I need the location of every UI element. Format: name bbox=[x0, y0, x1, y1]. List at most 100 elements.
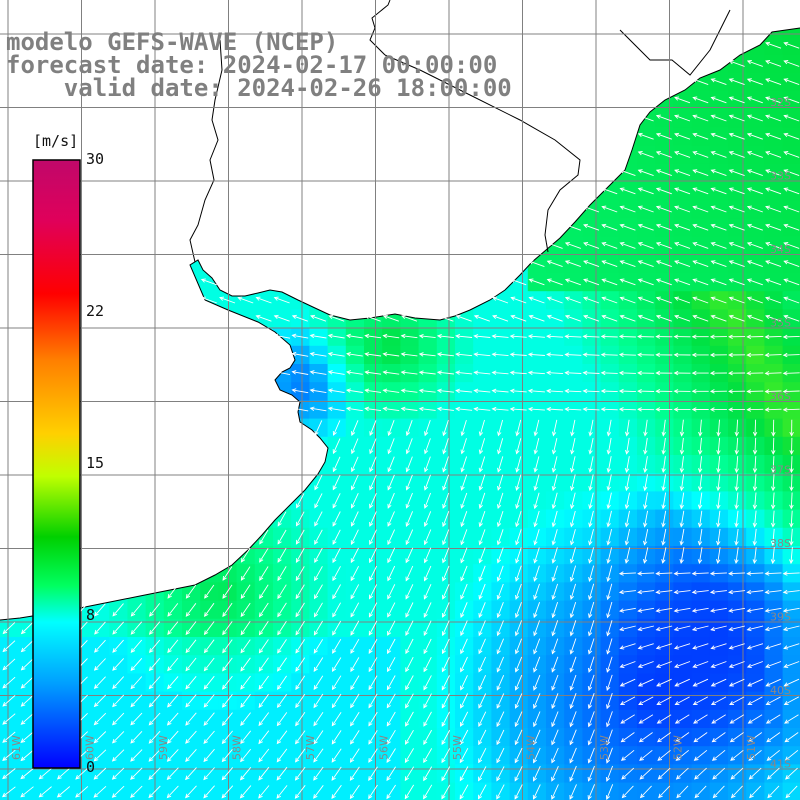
wind-arrow bbox=[699, 492, 703, 509]
wind-arrow bbox=[437, 353, 454, 357]
wind-arrow-head bbox=[673, 352, 679, 358]
wind-arrow bbox=[619, 390, 636, 393]
wind-arrow bbox=[365, 353, 382, 357]
wind-arrow-head bbox=[424, 431, 429, 437]
wind-arrow-head bbox=[637, 370, 642, 376]
wind-arrow bbox=[460, 583, 468, 600]
wind-arrow bbox=[619, 372, 636, 374]
wind-arrow bbox=[767, 749, 780, 761]
wind-arrow-head bbox=[734, 540, 739, 546]
wind-arrow bbox=[729, 187, 745, 195]
wind-arrow-head bbox=[728, 663, 734, 669]
wind-arrow-head bbox=[332, 449, 337, 455]
wind-arrow-head bbox=[674, 132, 680, 138]
wind-arrow bbox=[148, 730, 161, 744]
wind-arrow bbox=[783, 390, 800, 393]
wind-arrow-head bbox=[350, 576, 355, 582]
speed-cell bbox=[782, 782, 800, 800]
wind-arrow bbox=[2, 622, 16, 634]
wind-arrow bbox=[167, 694, 179, 708]
wind-arrow bbox=[529, 315, 545, 322]
wind-arrow bbox=[219, 297, 236, 304]
wind-arrow bbox=[515, 583, 522, 600]
wind-arrow bbox=[2, 695, 16, 707]
wind-arrow-head bbox=[418, 352, 424, 357]
wind-arrow-head bbox=[148, 666, 154, 672]
border-line bbox=[189, 39, 223, 263]
wind-arrow-head bbox=[583, 205, 589, 210]
wind-arrow bbox=[656, 169, 672, 177]
wind-arrow bbox=[785, 767, 798, 780]
wind-arrow-head bbox=[730, 793, 736, 799]
wind-arrow bbox=[277, 712, 288, 726]
wind-arrow-head bbox=[405, 649, 410, 655]
wind-arrow-head bbox=[331, 721, 337, 727]
wind-arrow bbox=[570, 529, 576, 545]
wind-arrow-head bbox=[674, 96, 680, 101]
wind-arrow bbox=[459, 766, 469, 781]
wind-arrow-head bbox=[240, 757, 245, 763]
wind-arrow bbox=[625, 492, 630, 509]
wind-arrow-head bbox=[185, 757, 190, 763]
wind-arrow bbox=[711, 315, 727, 322]
wind-arrow-head bbox=[691, 407, 697, 412]
wind-arrow-head bbox=[346, 370, 351, 375]
wind-arrow bbox=[729, 169, 745, 177]
wind-arrow bbox=[747, 187, 763, 195]
wind-arrow bbox=[2, 640, 16, 652]
wind-arrow bbox=[729, 224, 745, 231]
wind-arrow bbox=[620, 260, 636, 268]
wind-arrow bbox=[515, 602, 522, 618]
wind-arrow bbox=[167, 749, 179, 762]
wind-arrow bbox=[620, 169, 636, 177]
wind-arrow-head bbox=[368, 776, 373, 782]
wind-arrow-head bbox=[350, 540, 355, 545]
wind-arrow bbox=[676, 785, 689, 798]
wind-arrow bbox=[424, 529, 432, 545]
wind-arrow-head bbox=[350, 648, 355, 654]
wind-arrow bbox=[675, 732, 690, 743]
wind-arrow-head bbox=[510, 278, 516, 283]
wind-arrow-head bbox=[569, 649, 574, 655]
wind-arrow-head bbox=[240, 666, 245, 672]
wind-arrow bbox=[602, 206, 618, 213]
wind-arrow-head bbox=[637, 388, 642, 394]
wind-arrow bbox=[295, 693, 306, 708]
wind-arrow bbox=[639, 714, 654, 724]
wind-arrow-head bbox=[255, 296, 261, 301]
wind-arrow-head bbox=[783, 314, 789, 320]
wind-arrow bbox=[479, 419, 485, 436]
wind-arrow bbox=[368, 730, 378, 745]
wind-arrow-head bbox=[130, 666, 136, 672]
wind-arrow bbox=[570, 583, 577, 600]
wind-arrow-head bbox=[637, 114, 643, 119]
wind-arrow bbox=[274, 334, 291, 339]
wind-arrow-head bbox=[637, 314, 643, 320]
wind-arrow bbox=[350, 748, 360, 763]
wind-arrow bbox=[351, 493, 359, 508]
wind-arrow bbox=[784, 661, 800, 668]
wind-arrow bbox=[313, 748, 324, 763]
wind-arrow bbox=[571, 438, 576, 454]
wind-arrow-head bbox=[789, 431, 794, 437]
wind-arrow-head bbox=[606, 486, 611, 492]
wind-arrow-head bbox=[551, 685, 556, 691]
lat-label: 32S bbox=[770, 96, 791, 109]
wind-arrow bbox=[405, 584, 414, 599]
wind-arrow-head bbox=[710, 151, 716, 156]
wind-arrow-head bbox=[764, 371, 770, 376]
wind-arrow-head bbox=[601, 296, 607, 301]
wind-arrow bbox=[424, 419, 431, 436]
wind-arrow bbox=[674, 260, 691, 268]
wind-arrow-head bbox=[369, 431, 374, 437]
wind-arrow bbox=[515, 693, 523, 709]
wind-arrow bbox=[478, 766, 487, 781]
wind-arrow-head bbox=[185, 793, 190, 799]
wind-arrow bbox=[328, 389, 345, 394]
wind-arrow bbox=[644, 456, 648, 473]
wind-arrow-head bbox=[185, 702, 190, 708]
wind-arrow-head bbox=[674, 700, 680, 705]
wind-arrow-head bbox=[221, 775, 227, 781]
wind-arrow bbox=[656, 278, 672, 286]
wind-arrow-head bbox=[497, 485, 502, 491]
